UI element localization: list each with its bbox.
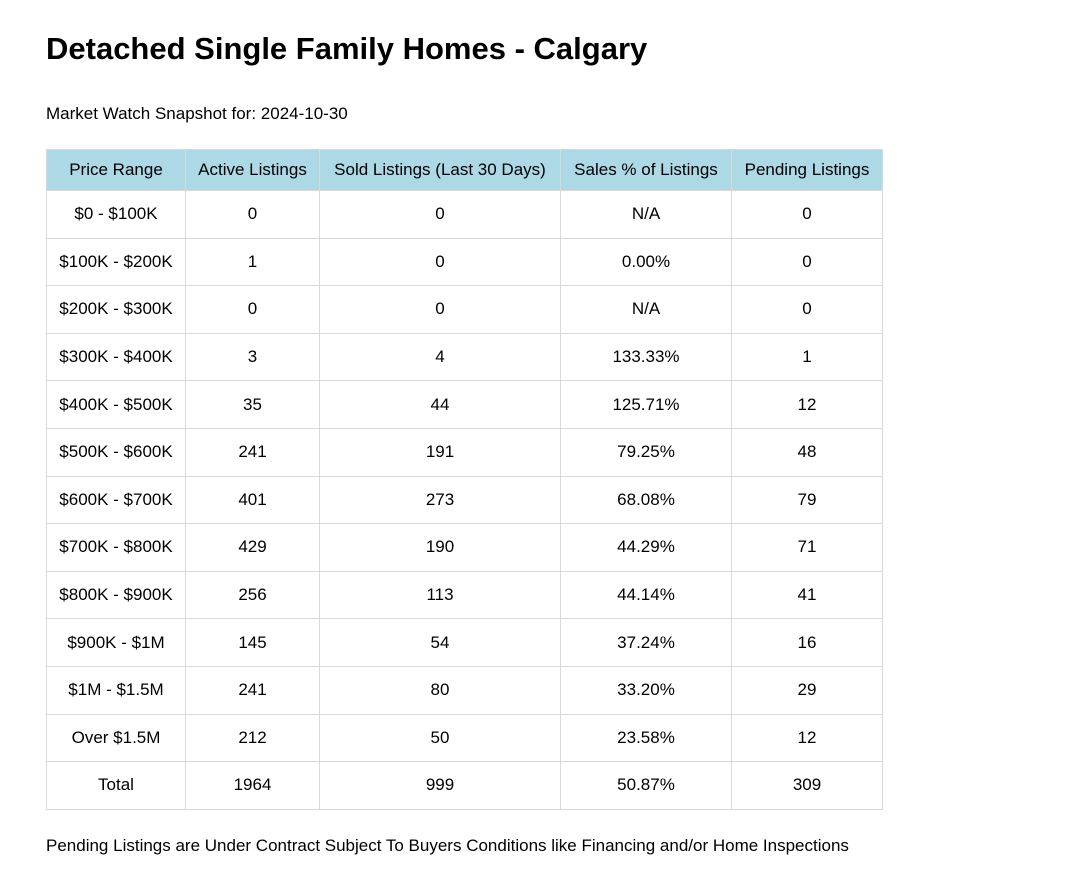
sales-percent-cell: 33.20%	[560, 665, 732, 715]
price-range-cell: $700K - $800K	[46, 523, 186, 572]
pending-listings-cell: 71	[731, 523, 883, 572]
sold-listings-cell: 190	[319, 523, 561, 572]
sales-percent-cell: 50.87%	[560, 761, 732, 810]
active-listings-cell: 145	[185, 618, 320, 667]
pending-listings-cell: 12	[731, 380, 883, 429]
sales-percent-cell: 79.25%	[560, 427, 732, 477]
table-row: $400K - $500K 35 44 125.71% 12	[46, 380, 883, 429]
sold-listings-cell: 80	[319, 665, 561, 715]
table-row: Over $1.5M 212 50 23.58% 12	[46, 713, 883, 763]
sold-listings-cell: 54	[319, 618, 561, 667]
header-pending-listings: Pending Listings	[731, 149, 883, 191]
sold-listings-cell: 999	[319, 761, 561, 810]
pending-listings-cell: 0	[731, 237, 883, 287]
table-row: $600K - $700K 401 273 68.08% 79	[46, 475, 883, 525]
sales-percent-cell: 125.71%	[560, 380, 732, 429]
sales-percent-cell: 133.33%	[560, 332, 732, 382]
sales-percent-cell: 68.08%	[560, 475, 732, 525]
active-listings-cell: 256	[185, 570, 320, 620]
table-row: $800K - $900K 256 113 44.14% 41	[46, 570, 883, 620]
sold-listings-cell: 4	[319, 332, 561, 382]
sales-percent-cell: 23.58%	[560, 713, 732, 763]
price-range-cell: $1M - $1.5M	[46, 665, 186, 715]
sales-percent-cell: N/A	[560, 285, 732, 334]
price-range-cell: $400K - $500K	[46, 380, 186, 429]
pending-listings-cell: 79	[731, 475, 883, 525]
pending-listings-cell: 0	[731, 285, 883, 334]
table-row: $200K - $300K 0 0 N/A 0	[46, 285, 883, 334]
price-range-cell: Over $1.5M	[46, 713, 186, 763]
table-body: $0 - $100K 0 0 N/A 0 $100K - $200K 1 0 0.00% 0 $20…	[46, 190, 883, 810]
sold-listings-cell: 44	[319, 380, 561, 429]
sales-percent-cell: 44.14%	[560, 570, 732, 620]
header-sold-listings: Sold Listings (Last 30 Days)	[319, 149, 561, 191]
footnote: Pending Listings are Under Contract Subj…	[46, 836, 849, 855]
price-range-cell: $300K - $400K	[46, 332, 186, 382]
pending-listings-cell: 48	[731, 427, 883, 477]
sales-percent-cell: 37.24%	[560, 618, 732, 667]
active-listings-cell: 429	[185, 523, 320, 572]
active-listings-cell: 1	[185, 237, 320, 287]
snapshot-date: Market Watch Snapshot for: 2024-10-30	[46, 104, 348, 123]
pending-listings-cell: 16	[731, 618, 883, 667]
active-listings-cell: 35	[185, 380, 320, 429]
sold-listings-cell: 191	[319, 427, 561, 477]
market-table: Price Range Active Listings Sold Listing…	[46, 149, 883, 810]
pending-listings-cell: 29	[731, 665, 883, 715]
pending-listings-cell: 41	[731, 570, 883, 620]
sold-listings-cell: 0	[319, 285, 561, 334]
price-range-cell: $600K - $700K	[46, 475, 186, 525]
price-range-cell: $100K - $200K	[46, 237, 186, 287]
active-listings-cell: 0	[185, 285, 320, 334]
table-header-row: Price Range Active Listings Sold Listing…	[46, 149, 883, 191]
pending-listings-cell: 309	[731, 761, 883, 810]
sold-listings-cell: 0	[319, 237, 561, 287]
price-range-cell: $0 - $100K	[46, 190, 186, 239]
table-row: $900K - $1M 145 54 37.24% 16	[46, 618, 883, 667]
pending-listings-cell: 1	[731, 332, 883, 382]
pending-listings-cell: 12	[731, 713, 883, 763]
sales-percent-cell: 0.00%	[560, 237, 732, 287]
price-range-cell: Total	[46, 761, 186, 810]
active-listings-cell: 241	[185, 665, 320, 715]
table-row: $1M - $1.5M 241 80 33.20% 29	[46, 665, 883, 715]
header-sales-percent: Sales % of Listings	[560, 149, 732, 191]
sold-listings-cell: 113	[319, 570, 561, 620]
sold-listings-cell: 0	[319, 190, 561, 239]
table-row: $100K - $200K 1 0 0.00% 0	[46, 237, 883, 287]
pending-listings-cell: 0	[731, 190, 883, 239]
table-row: $300K - $400K 3 4 133.33% 1	[46, 332, 883, 382]
sold-listings-cell: 50	[319, 713, 561, 763]
active-listings-cell: 3	[185, 332, 320, 382]
price-range-cell: $800K - $900K	[46, 570, 186, 620]
price-range-cell: $200K - $300K	[46, 285, 186, 334]
active-listings-cell: 241	[185, 427, 320, 477]
table-row: $0 - $100K 0 0 N/A 0	[46, 190, 883, 239]
active-listings-cell: 401	[185, 475, 320, 525]
table-row: $500K - $600K 241 191 79.25% 48	[46, 427, 883, 477]
sales-percent-cell: 44.29%	[560, 523, 732, 572]
header-active-listings: Active Listings	[185, 149, 320, 191]
active-listings-cell: 0	[185, 190, 320, 239]
active-listings-cell: 1964	[185, 761, 320, 810]
active-listings-cell: 212	[185, 713, 320, 763]
sold-listings-cell: 273	[319, 475, 561, 525]
table-row: $700K - $800K 429 190 44.29% 71	[46, 523, 883, 572]
price-range-cell: $500K - $600K	[46, 427, 186, 477]
page-title: Detached Single Family Homes - Calgary	[46, 31, 648, 66]
sales-percent-cell: N/A	[560, 190, 732, 239]
table-total-row: Total 1964 999 50.87% 309	[46, 761, 883, 810]
price-range-cell: $900K - $1M	[46, 618, 186, 667]
header-price-range: Price Range	[46, 149, 186, 191]
